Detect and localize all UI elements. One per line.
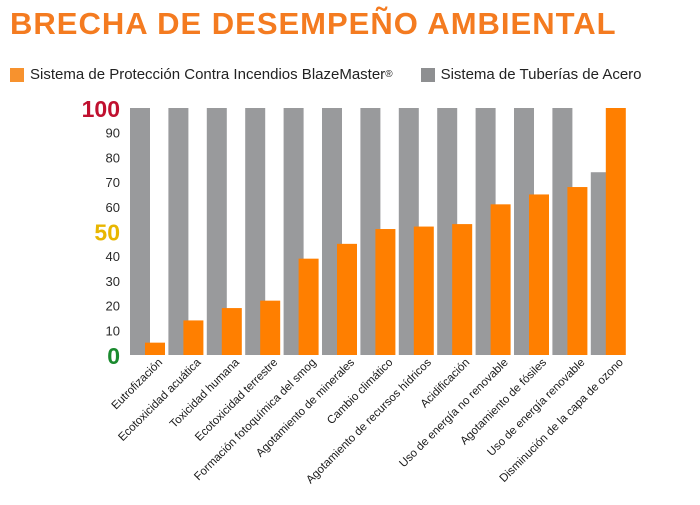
- legend-swatch-blazemaster: [10, 67, 24, 82]
- chart-title: BRECHA DE DESEMPEÑO AMBIENTAL: [10, 6, 617, 41]
- bar-blazemaster: [529, 194, 549, 355]
- bar-steel: [245, 108, 266, 355]
- y-tick-label: 20: [106, 299, 120, 314]
- bar-blazemaster: [452, 224, 473, 355]
- y-tick-label: 70: [106, 175, 120, 190]
- bar-blazemaster: [145, 342, 165, 355]
- bar-blazemaster: [183, 320, 204, 355]
- bar-blazemaster: [298, 258, 319, 355]
- legend-item-blazemaster: Sistema de Protección Contra Incendios B…: [10, 66, 393, 83]
- bar-steel: [130, 108, 150, 355]
- y-tick-label: 0: [107, 343, 120, 369]
- registered-mark: ®: [385, 69, 393, 80]
- legend-item-steel: Sistema de Tuberías de Acero: [420, 66, 642, 83]
- y-tick-label: 90: [106, 126, 120, 141]
- legend-label-blazemaster: Sistema de Protección Contra Incendios B…: [30, 66, 386, 83]
- x-tick-label: Cambio climático: [325, 357, 395, 427]
- bar-blazemaster: [605, 108, 626, 355]
- bar-blazemaster: [375, 229, 396, 355]
- bar-blazemaster: [221, 308, 242, 355]
- y-tick-label: 10: [106, 323, 120, 338]
- y-tick-label: 40: [106, 249, 120, 264]
- y-tick-label: 100: [82, 96, 120, 122]
- x-tick-label: Toxicidad humana: [168, 356, 242, 430]
- legend-swatch-steel: [420, 67, 435, 82]
- y-tick-label: 80: [106, 150, 120, 165]
- bar-blazemaster: [490, 204, 511, 355]
- bar-steel: [206, 108, 227, 355]
- bar-steel: [168, 108, 189, 355]
- bar-blazemaster: [413, 226, 434, 355]
- bar-blazemaster: [337, 243, 357, 355]
- y-tick-label: 60: [106, 200, 120, 215]
- legend-label-steel: Sistema de Tuberías de Acero: [440, 66, 642, 83]
- bar-blazemaster: [567, 187, 588, 355]
- legend: Sistema de Protección Contra Incendios B…: [10, 66, 670, 83]
- bar-blazemaster: [260, 300, 281, 355]
- y-tick-label: 30: [106, 274, 120, 289]
- y-tick-label: 50: [94, 220, 120, 246]
